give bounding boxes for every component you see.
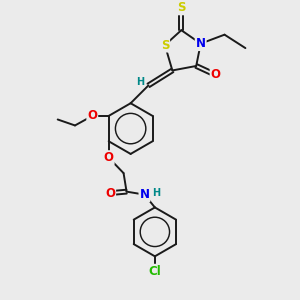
Text: N: N — [140, 188, 149, 201]
Text: H: H — [136, 77, 144, 87]
Text: O: O — [104, 151, 114, 164]
Text: H: H — [152, 188, 160, 198]
Text: N: N — [196, 37, 206, 50]
Text: O: O — [105, 187, 115, 200]
Text: O: O — [211, 68, 220, 81]
Text: S: S — [161, 39, 169, 52]
Text: S: S — [177, 1, 186, 14]
Text: O: O — [87, 110, 97, 122]
Text: Cl: Cl — [148, 265, 161, 278]
